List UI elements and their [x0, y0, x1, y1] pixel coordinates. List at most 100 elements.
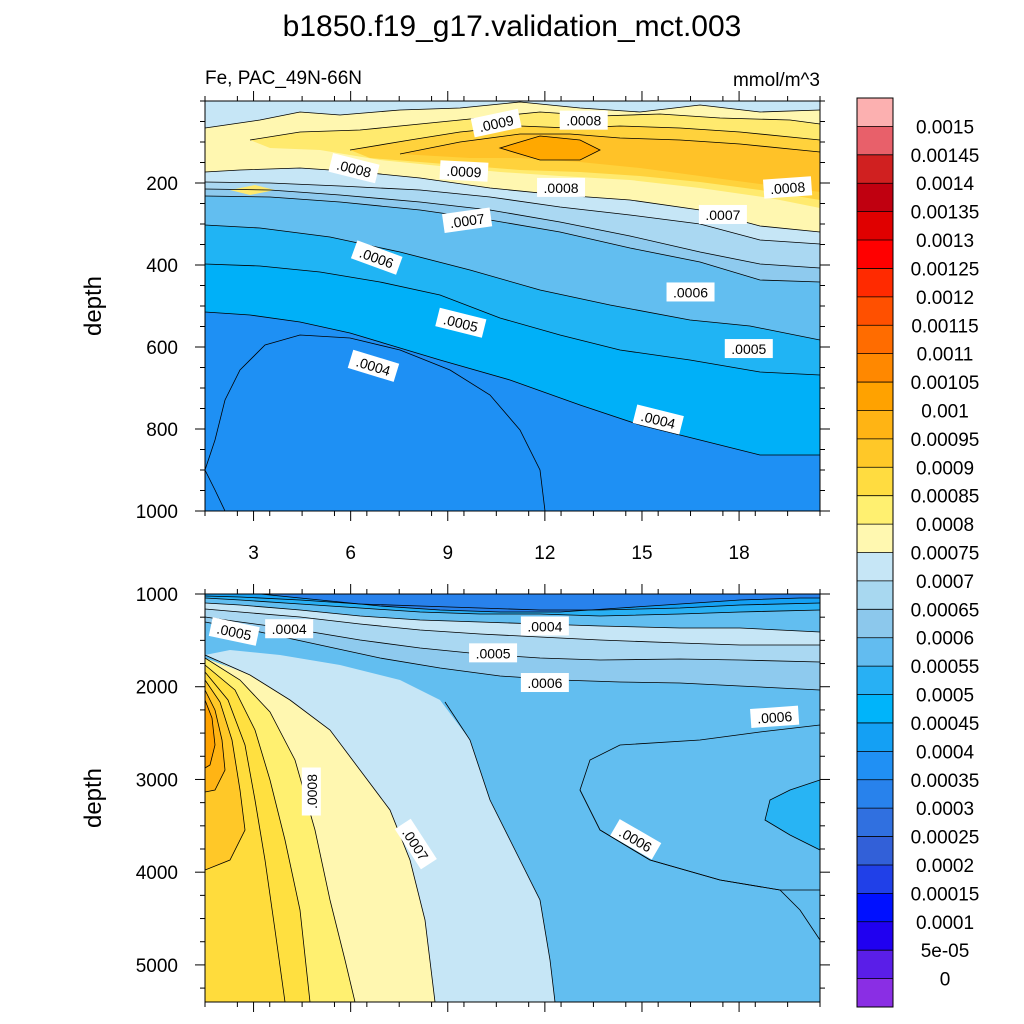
- upper-x-tick-label: 12: [534, 543, 555, 564]
- contour-label-box: [632, 404, 684, 435]
- colorbar-label: 0.00095: [911, 430, 980, 451]
- colorbar-label: 0.0001: [916, 913, 974, 934]
- colorbar-swatch: [857, 580, 893, 610]
- contour-label-box: [439, 160, 489, 182]
- contour-label-text: .0004: [527, 618, 562, 634]
- units-label: mmol/m^3: [733, 70, 820, 91]
- lower-contour-label: .0004: [520, 616, 569, 636]
- colorbar-swatch: [857, 694, 893, 724]
- contour-label-text: .0004: [272, 621, 307, 637]
- upper-y-tick-label: 1000: [136, 502, 178, 523]
- colorbar-label: 0.00015: [911, 884, 980, 905]
- contour-label-text: .0005: [731, 341, 766, 357]
- lower-contour-label: .0005: [469, 643, 518, 663]
- colorbar-frame: [856, 97, 894, 1008]
- contour-label-box: [301, 767, 321, 816]
- lower-panel: .0005.0004.0004.0005.0006.0006.0008.0007…: [80, 584, 830, 1012]
- colorbar-swatch: [857, 836, 893, 866]
- contour-label-text: .0006: [757, 708, 793, 726]
- contour-label-box: [610, 819, 662, 860]
- contour-label-box: [520, 673, 569, 693]
- lower-y-tick-label: 4000: [136, 863, 178, 884]
- contour-label-box: [328, 153, 380, 184]
- contour-label-text: .0007: [449, 210, 486, 231]
- upper-contour-label: .0008: [762, 176, 813, 199]
- colorbar-label: 0.0008: [916, 515, 974, 536]
- lower-plot-frame: [204, 593, 821, 1003]
- contour-label-text: .0008: [566, 113, 601, 129]
- colorbar-label: 0.0014: [916, 174, 975, 195]
- upper-y-axis-label: depth: [80, 276, 107, 336]
- upper-y-tick-label: 200: [146, 174, 178, 195]
- contour-label-box: [537, 177, 586, 197]
- upper-x-tick-label: 18: [729, 543, 750, 564]
- contour-label-box: [265, 619, 314, 639]
- contour-label-box: [347, 349, 400, 382]
- variable-region-label: Fe, PAC_49N-66N: [205, 68, 362, 89]
- colorbar-swatch: [857, 410, 893, 440]
- colorbar-swatch: [857, 779, 893, 809]
- colorbar-swatch: [857, 382, 893, 411]
- contour-label-box: [724, 339, 773, 359]
- colorbar-swatch: [857, 325, 893, 355]
- colorbar-swatch: [857, 921, 893, 951]
- upper-contour-label: .0009: [470, 108, 522, 138]
- colorbar-swatch: [857, 353, 893, 383]
- contour-label-text: .0005: [215, 621, 253, 644]
- colorbar-label: 0.00075: [911, 544, 980, 565]
- colorbar-swatch: [857, 978, 893, 1008]
- colorbar-label: 0.00085: [911, 487, 980, 508]
- colorbar-label: 0.0015: [916, 117, 974, 138]
- upper-x-tick-label: 3: [248, 543, 259, 564]
- colorbar-label: 0: [940, 970, 951, 991]
- colorbar-label: 0.00025: [911, 828, 980, 849]
- colorbar-swatch: [857, 552, 893, 582]
- lower-y-axis-label: depth: [80, 768, 107, 828]
- upper-contour-label: .0008: [559, 110, 608, 130]
- colorbar: 0.0015 0.00145 0.0014 0.00135 0.0013 0.00125 0…: [856, 97, 980, 1008]
- contour-label-box: [394, 818, 437, 870]
- colorbar-label: 0.00135: [911, 203, 980, 224]
- contour-label-box: [762, 176, 813, 199]
- contour-label-box: [559, 110, 608, 130]
- upper-contour-label: .0007: [442, 207, 493, 233]
- upper-x-tick-label: 15: [631, 543, 652, 564]
- upper-contour-lines: [205, 101, 820, 511]
- contour-label-box: [469, 643, 518, 663]
- upper-contour-label: .0006: [666, 282, 715, 302]
- contour-label-text: .0009: [446, 163, 482, 181]
- contour-label-box: [435, 307, 487, 338]
- colorbar-swatch: [857, 609, 893, 639]
- colorbar-swatch: [857, 808, 893, 837]
- lower-contour-label: .0004: [265, 619, 314, 639]
- figure-title: b1850.f19_g17.validation_mct.003: [283, 10, 742, 43]
- colorbar-swatch: [857, 467, 893, 497]
- lower-contour-label: .0006: [520, 673, 569, 693]
- contour-label-text: .0009: [478, 112, 516, 135]
- contour-label-box: [350, 240, 403, 275]
- colorbar-swatch: [857, 893, 893, 923]
- colorbar-swatch: [857, 495, 893, 525]
- lower-contour-label: .0006: [750, 705, 800, 728]
- contour-label-text: .0006: [673, 284, 708, 300]
- contour-label-text: .0008: [304, 774, 320, 809]
- colorbar-swatch: [857, 950, 893, 979]
- upper-y-tick-label: 600: [146, 338, 178, 359]
- colorbar-label: 0.00035: [911, 771, 980, 792]
- upper-contour-label: .0009: [439, 160, 489, 182]
- lower-y-tick-label: 2000: [136, 678, 178, 699]
- colorbar-label: 0.00145: [911, 146, 980, 167]
- lower-y-tick-label: 5000: [136, 956, 178, 977]
- lower-contour-label: .0005: [208, 617, 260, 646]
- colorbar-label: 0.0003: [916, 799, 974, 820]
- upper-contour-fills: [205, 101, 820, 511]
- colorbar-swatch: [857, 751, 893, 781]
- colorbar-label: 0.0013: [916, 231, 974, 252]
- colorbar-swatch: [857, 524, 893, 553]
- colorbar-label: 0.0007: [916, 572, 974, 593]
- colorbar-label: 0.0006: [916, 629, 974, 650]
- contour-label-text: .0006: [527, 675, 562, 691]
- lower-y-tick-label: 1000: [136, 585, 178, 606]
- colorbar-label: 0.0004: [916, 742, 975, 763]
